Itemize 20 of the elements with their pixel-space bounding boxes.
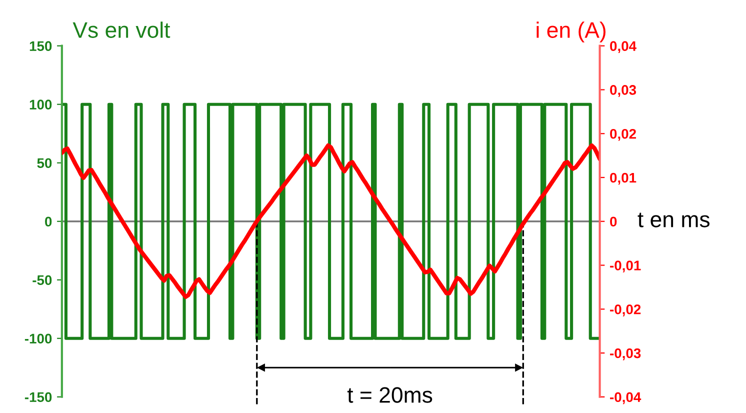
y2-tick-label: 0 (610, 216, 617, 227)
y2-tick-label: 0,03 (610, 85, 636, 97)
x-axis-title: t en ms (638, 212, 710, 228)
y2-tick-label: 0,01 (610, 172, 636, 185)
y-tick-label: -50 (32, 275, 52, 286)
y2-tick-label: -0,01 (610, 260, 641, 272)
y-tick-label: 50 (37, 158, 52, 168)
annotation: t = 20ms (347, 387, 432, 403)
y-tick-label: 150 (30, 41, 52, 52)
y2-tick-label: -0,03 (610, 348, 641, 360)
y2-axis-title: i en (A) (536, 22, 606, 42)
y2-tick-label: -0,02 (610, 304, 641, 316)
y2-tick-label: 0,02 (610, 128, 636, 141)
y-tick-label: -100 (24, 334, 52, 344)
y-tick-label: 0 (45, 216, 52, 227)
y2-tick-label: 0,04 (610, 41, 636, 54)
y-tick-label: -150 (24, 392, 52, 402)
y2-tick-label: -0,04 (610, 392, 642, 404)
y-tick-label: 100 (30, 100, 52, 110)
y-axis-title: Vs en volt (72, 22, 170, 38)
